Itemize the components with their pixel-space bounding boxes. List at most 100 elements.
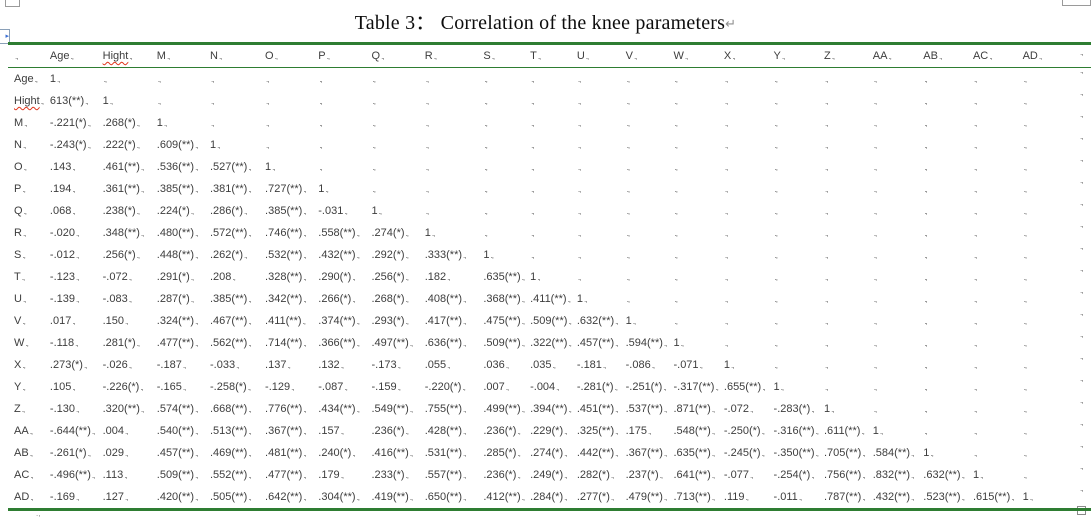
cell-end-mark: .,	[340, 471, 345, 480]
cell: -.243(*).,	[44, 134, 97, 156]
cell-value: .746(**)	[265, 227, 303, 239]
cell-value: -.173	[371, 359, 397, 371]
cell-end-mark: .,	[774, 251, 779, 260]
cell: .442(**).,	[571, 442, 620, 464]
cell: .,	[1017, 288, 1091, 310]
cell-end-mark: .,	[274, 52, 279, 61]
column-header: AC.,	[966, 43, 1017, 68]
cell-end-mark: .,	[521, 405, 526, 414]
cell: -.004.,	[524, 376, 571, 398]
cell-end-mark: .,	[75, 295, 80, 304]
cell: .,	[1017, 156, 1091, 178]
cell-end-mark: .,	[568, 317, 572, 326]
cell: .374(**).,	[312, 310, 365, 332]
cell: .481(**).,	[259, 442, 312, 464]
cell: .,	[818, 332, 867, 354]
paragraph-mark: ↵	[725, 16, 737, 31]
cell: .,	[477, 178, 524, 200]
column-header: S.,	[477, 43, 525, 68]
cell-end-mark: .,	[1023, 449, 1028, 458]
cell-end-mark: .,	[319, 75, 323, 84]
cell-end-mark: .,	[626, 273, 631, 282]
cell: -.187.,	[151, 354, 204, 376]
row-label: U.,	[8, 288, 44, 310]
cell-value: .713(**)	[673, 491, 711, 503]
cell-value: .632(**)	[576, 315, 615, 327]
cell: 1.,	[818, 398, 867, 420]
cell-end-mark: .,	[266, 119, 270, 128]
cell: -.020.,	[44, 222, 97, 244]
cell-value: .333(**)	[424, 249, 463, 261]
cell: .029.,	[97, 442, 151, 464]
cell-end-mark: .,	[521, 339, 526, 348]
cell: .,	[419, 134, 478, 156]
cell: .,	[204, 90, 259, 112]
cell: .,	[818, 376, 867, 398]
cell: .,	[524, 90, 571, 112]
row-label: S.,	[8, 244, 44, 266]
cell-end-mark: .,	[356, 405, 361, 414]
cell-end-mark: .,	[873, 339, 878, 348]
cell-end-mark: .,	[447, 273, 451, 282]
row-label: R.,	[8, 222, 44, 244]
cell: .325(**).,	[571, 420, 620, 442]
row-end-mark: .,	[1080, 110, 1084, 119]
cell-end-mark: .,	[663, 405, 668, 414]
cell-end-mark: .,	[484, 141, 488, 150]
cell: .,	[818, 156, 867, 178]
cell-value: -.118	[49, 337, 75, 349]
cell-end-mark: .,	[724, 163, 729, 172]
cell-value: .755(**)	[424, 403, 463, 415]
cell: .557(**).,	[419, 464, 478, 486]
label-text: AD	[1022, 50, 1038, 62]
cell: .,	[667, 68, 717, 91]
label-text: R	[14, 227, 22, 239]
cell: .,	[524, 200, 571, 222]
cell: .,	[718, 68, 768, 91]
table-move-handle-fragment[interactable]	[5, 0, 20, 7]
cell: .007.,	[477, 376, 524, 398]
cell-value: .284(*)	[530, 491, 564, 503]
cell-end-mark: .,	[924, 141, 928, 150]
cell: .,	[818, 90, 867, 112]
cell-end-mark: .,	[244, 251, 248, 260]
cell: .274(*).,	[524, 442, 571, 464]
cell-end-mark: .,	[319, 163, 323, 172]
cell-end-mark: .,	[109, 97, 114, 106]
cell-end-mark: .,	[195, 405, 199, 414]
cell-end-mark: .,	[531, 229, 535, 238]
cell: .,	[571, 156, 620, 178]
cell-value: -.221(*)	[49, 117, 87, 129]
cell-end-mark: .,	[711, 449, 716, 458]
cell-end-mark: .,	[774, 361, 779, 370]
cell: .,	[366, 90, 419, 112]
label-text: W	[673, 50, 684, 62]
cell-end-mark: .,	[873, 97, 878, 106]
cell-value: .249(*)	[530, 469, 564, 481]
cell: .,	[867, 266, 918, 288]
cell: 1.,	[867, 420, 918, 442]
cell-end-mark: .,	[873, 251, 878, 260]
cell: .,	[867, 244, 918, 266]
cell-end-mark: .,	[182, 361, 187, 370]
cell: -.012.,	[44, 244, 97, 266]
cell-end-mark: .,	[610, 493, 615, 502]
cell-value: 1	[483, 249, 490, 261]
cell-value: -.316(**)	[773, 425, 815, 437]
scroll-arrow-icon[interactable]: ▸	[0, 29, 10, 44]
cell: .,	[1017, 420, 1091, 442]
cell: .,	[967, 288, 1017, 310]
cell-end-mark: .,	[75, 273, 80, 282]
cell: .266(*).,	[312, 288, 365, 310]
cell: -.072.,	[718, 398, 768, 420]
row-label: AD.,	[8, 486, 44, 510]
cell-end-mark: .,	[577, 251, 582, 260]
cell-end-mark: .,	[674, 229, 678, 238]
cell-end-mark: .,	[774, 273, 779, 282]
cell-end-mark: .,	[166, 52, 171, 61]
cell-end-mark: .,	[911, 493, 915, 502]
cell-end-mark: .,	[615, 339, 619, 348]
cell: .,	[97, 68, 151, 91]
cell-end-mark: .,	[973, 119, 978, 128]
column-header: W.,	[667, 43, 718, 68]
